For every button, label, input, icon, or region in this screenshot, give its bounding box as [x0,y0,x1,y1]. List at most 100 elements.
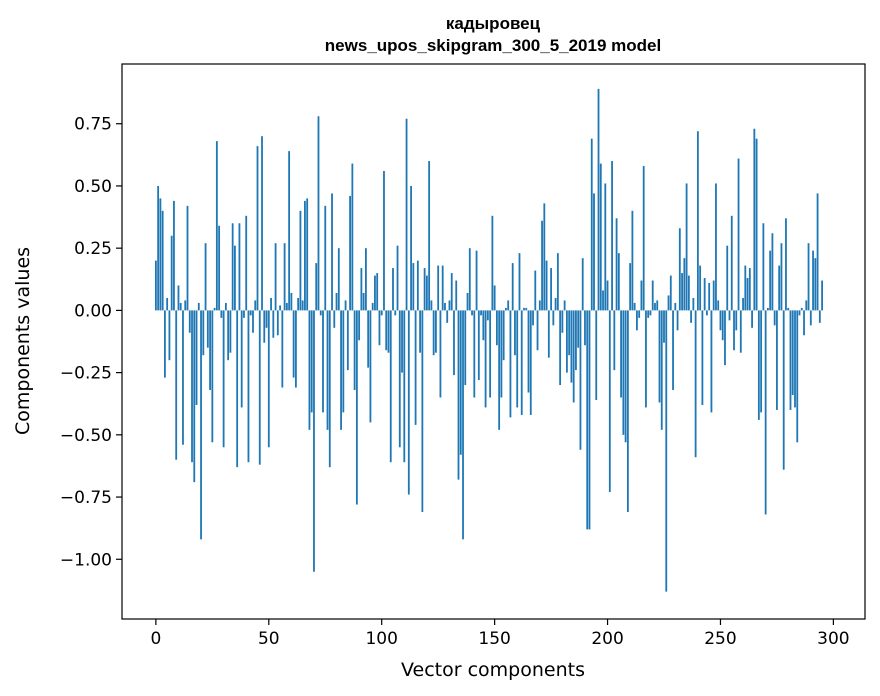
bar [645,310,647,408]
bar [294,310,297,388]
bar [769,250,772,311]
bar [529,310,532,415]
bar [301,300,304,311]
x-tick-label: 50 [258,629,280,649]
bar [227,310,230,361]
bar [489,310,492,398]
bar [362,292,365,311]
bar [672,310,674,391]
bar [414,310,417,425]
bar [809,310,812,326]
bar [742,297,744,311]
bar [674,302,677,311]
bar [256,146,259,311]
bar [430,300,433,311]
bar [690,310,693,323]
bar [297,297,300,311]
bar [509,310,512,418]
bar [360,268,363,311]
bar [789,310,792,410]
bar [552,310,555,326]
bar [224,302,227,311]
bar [292,310,295,378]
bar [240,310,243,408]
bar [715,183,717,311]
bar [599,163,602,311]
bar [173,200,175,311]
bar [283,243,286,311]
bar [495,310,498,346]
bar [620,310,622,398]
bar [353,310,356,391]
bar [274,243,277,311]
bar [766,307,769,311]
bar [475,250,478,311]
bar [405,118,408,311]
bar [577,310,580,348]
bar [306,198,309,311]
bar [660,310,663,430]
bar [651,280,654,311]
bar [687,275,690,311]
bar [276,310,279,336]
bar [367,310,370,368]
bar [267,310,270,448]
bar [272,310,275,338]
bar [805,300,808,311]
bar [335,292,338,311]
bar [209,310,211,391]
bar [446,310,449,323]
bar [712,280,715,311]
bar [622,310,625,435]
chart-subtitle: news_upos_skipgram_300_5_2019 model [325,36,661,55]
bar [407,310,410,495]
x-axis-label: Vector components [401,659,585,681]
bar [728,310,731,321]
bar [721,310,724,341]
y-tick-label: 0.75 [74,115,112,135]
bar [186,205,189,311]
bar [222,310,225,448]
y-axis-ticks: 0.75 0.50 0.25 0.00 −0.25 −0.50 −0.75 −1.00 [60,115,122,570]
bar [762,223,765,311]
bar [313,310,315,572]
bar [486,310,489,321]
bar [746,278,749,311]
bar [213,307,216,311]
bar [468,248,471,311]
bar [437,265,440,311]
bar [737,158,740,311]
bar [590,138,593,311]
y-tick-label: 0.50 [74,177,112,197]
bar [229,310,232,353]
bar [245,215,248,311]
bar [355,310,358,505]
x-axis-ticks: 0 50 100 150 200 250 300 [150,619,850,649]
bar [164,310,166,378]
bar [448,300,451,311]
bar [184,300,187,311]
bar [593,193,595,311]
bar [579,310,582,450]
bar [586,310,589,530]
bar [299,210,302,311]
bar [340,310,342,430]
bar [421,310,424,512]
bar [482,310,485,341]
bar [349,195,351,311]
y-tick-label: −1.00 [60,550,112,570]
bar [247,310,250,463]
bar [342,310,345,413]
bar [374,275,376,311]
bar [633,302,636,311]
bar [507,300,510,311]
bar [215,141,218,311]
bar [518,253,521,311]
bar [584,310,586,346]
bar [726,245,729,311]
bar [748,268,751,311]
bar [807,243,810,311]
bar [218,225,221,311]
bars-group [154,88,823,592]
bar [385,310,388,351]
